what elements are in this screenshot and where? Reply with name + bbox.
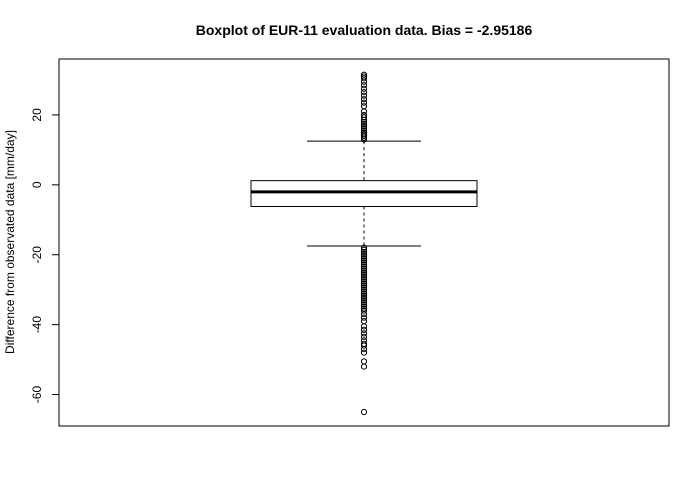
- outlier-point: [360, 82, 368, 89]
- outlier-point: [360, 342, 368, 349]
- outlier-point: [360, 259, 368, 266]
- outlier-point: [360, 307, 368, 314]
- outlier-point: [360, 85, 368, 92]
- outlier-point: [360, 311, 368, 318]
- outlier-point: [360, 244, 368, 251]
- outlier-point: [360, 255, 368, 262]
- outlier-point: [360, 271, 368, 279]
- outlier-point: [360, 297, 368, 304]
- outlier-point: [360, 96, 368, 103]
- chart-title: Boxplot of EUR-11 evaluation data. Bias …: [196, 22, 533, 38]
- outlier-point: [360, 358, 368, 365]
- outlier-point: [360, 125, 368, 132]
- y-tick-label: 0: [30, 181, 44, 188]
- outlier-point: [360, 301, 368, 308]
- outlier-point: [360, 108, 368, 115]
- outlier-point: [360, 269, 368, 277]
- outlier-point: [360, 282, 368, 289]
- outlier-point: [360, 123, 368, 130]
- outlier-point: [360, 75, 368, 82]
- outlier-point: [360, 303, 368, 310]
- y-tick-label: -40: [30, 316, 44, 334]
- y-tick-label: -20: [30, 246, 44, 264]
- outlier-point: [360, 318, 368, 325]
- outlier-point: [360, 78, 368, 85]
- outlier-point: [360, 116, 368, 123]
- outlier-point: [360, 263, 368, 270]
- y-axis-label: Difference from observated data [mm/day]: [3, 130, 17, 354]
- outlier-point: [360, 71, 368, 78]
- outlier-point: [360, 132, 368, 139]
- outlier-point: [360, 349, 368, 356]
- y-tick-label: -60: [30, 386, 44, 404]
- iqr-box: [250, 180, 478, 207]
- outlier-point: [360, 118, 368, 126]
- outlier-point: [360, 136, 368, 143]
- outlier-point: [360, 276, 368, 283]
- outlier-point: [360, 246, 368, 253]
- outlier-point: [360, 250, 368, 258]
- outlier-point: [360, 134, 368, 141]
- outlier-point: [360, 346, 368, 353]
- outlier-point: [360, 323, 368, 330]
- outlier-point: [360, 333, 368, 340]
- outlier-point: [360, 274, 368, 281]
- outlier-point: [360, 278, 368, 285]
- outlier-point: [360, 280, 368, 287]
- box-group: [250, 140, 478, 247]
- outlier-point: [360, 114, 368, 121]
- outlier-point: [360, 363, 368, 370]
- outlier-point: [360, 120, 368, 128]
- outlier-point: [360, 99, 368, 106]
- outlier-point: [360, 89, 368, 96]
- y-tick-label: 20: [30, 108, 44, 122]
- outlier-point: [360, 284, 368, 291]
- outlier-point: [360, 326, 368, 333]
- outlier-point: [360, 253, 368, 260]
- outlier-point: [360, 288, 368, 295]
- outlier-point: [360, 294, 368, 302]
- outlier-point: [360, 248, 368, 256]
- outlier-point: [360, 257, 368, 264]
- outlier-point: [360, 265, 368, 272]
- outlier-point: [360, 290, 368, 297]
- outlier-point: [360, 292, 368, 300]
- outlier-point: [360, 299, 368, 306]
- outlier-point: [360, 267, 368, 274]
- y-axis: -60 -40 -20 0 20: [30, 108, 59, 403]
- outlier-group: [360, 71, 368, 416]
- outlier-point: [360, 103, 368, 110]
- plot-frame: [58, 58, 670, 427]
- outlier-point: [360, 314, 368, 321]
- outlier-point: [360, 261, 368, 268]
- outlier-point: [360, 330, 368, 337]
- outlier-point: [360, 286, 368, 293]
- outlier-point: [360, 92, 368, 99]
- outlier-point: [360, 408, 368, 416]
